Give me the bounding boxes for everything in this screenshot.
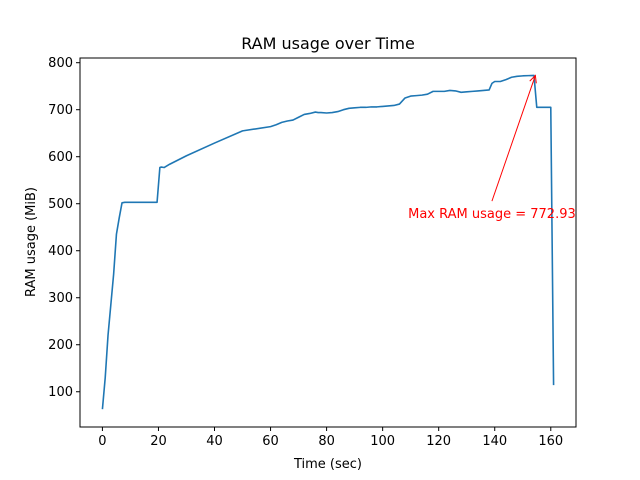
x-tick-label: 100 <box>370 434 395 449</box>
x-tick-label: 140 <box>482 434 507 449</box>
y-tick-label: 200 <box>48 338 73 353</box>
ram-usage-series-line <box>101 74 555 410</box>
axes-frame <box>79 57 577 428</box>
x-tick-label: 20 <box>150 434 167 449</box>
x-tick-label: 160 <box>538 434 563 449</box>
annotation-arrow-shaft <box>491 75 536 202</box>
y-tick-label: 700 <box>48 103 73 118</box>
y-tick-label: 100 <box>48 385 73 400</box>
x-axis-label: Time (sec) <box>293 457 362 472</box>
chart-title: RAM usage over Time <box>241 34 415 53</box>
y-tick-label: 300 <box>48 291 73 306</box>
x-tick-label: 80 <box>318 434 335 449</box>
x-tick-label: 0 <box>98 434 106 449</box>
y-tick-label: 500 <box>48 197 73 212</box>
annotation-arrow-head <box>529 74 537 84</box>
x-tick-label: 40 <box>206 434 223 449</box>
x-tick-label: 120 <box>426 434 451 449</box>
y-tick-label: 400 <box>48 244 73 259</box>
plot-area: 0 20 40 60 80 100 120 140 160 100 200 300 400 500 600 7… <box>48 56 577 449</box>
y-tick-label: 600 <box>48 150 73 165</box>
y-axis-label: RAM usage (MiB) <box>24 187 39 297</box>
x-tick-label: 60 <box>262 434 279 449</box>
annotation-max-ram-label: Max RAM usage = 772.93 <box>408 207 576 222</box>
y-tick-label: 800 <box>48 56 73 71</box>
